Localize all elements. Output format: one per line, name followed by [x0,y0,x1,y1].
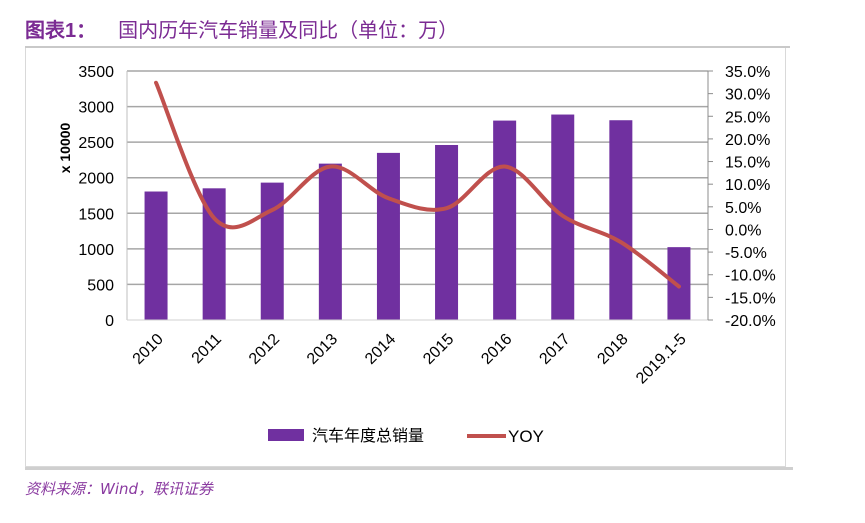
legend: 汽车年度总销量 YOY [268,426,544,446]
footer-divider [25,467,793,470]
x-tick-label: 2012 [246,331,283,368]
x-tick-label: 2013 [304,331,341,368]
y-tick-label: 3000 [78,100,114,117]
x-tick-label: 2014 [362,331,399,368]
y-tick-label: 500 [87,277,114,294]
y2-tick-label: 5.0% [725,200,761,217]
left-axis-tick-labels: 0 500 1000 1500 2000 2500 3000 3500 [78,64,114,330]
x-tick-label: 2011 [189,331,225,367]
y-tick-label: 1000 [78,242,114,259]
y2-tick-label: 20.0% [725,132,770,149]
y2-tick-label: 35.0% [725,64,770,81]
legend-label-bar: 汽车年度总销量 [312,426,424,445]
x-tick-label: 2015 [420,331,457,368]
figure-title: 图表1： 国内历年汽车销量及同比（单位：万） [25,14,458,43]
figure-title-text: 国内历年汽车销量及同比（单位：万） [118,18,459,42]
chart-frame [25,48,786,467]
y2-tick-label: 30.0% [725,87,770,104]
y2-tick-label: 15.0% [725,155,770,172]
x-tick-label: 2010 [130,331,167,368]
bar-2012 [260,182,284,320]
y2-tick-label: -10.0% [725,268,776,285]
y-tick-label: 2000 [78,171,114,188]
y-tick-label: 1500 [78,206,114,223]
bar-series [144,114,691,320]
x-axis-tick-labels: 2010 2011 2012 2013 2014 2015 2016 2017 2018 2019… [130,331,690,388]
y2-tick-label: 25.0% [725,109,770,126]
bar-2010 [144,191,168,320]
y-tick-label: 0 [105,313,114,330]
source-note: 资料来源：Wind，联讯证券 [25,480,214,498]
bar-2014 [376,152,400,320]
y2-tick-label: -5.0% [725,245,767,262]
right-axis-tick-labels: -20.0% -15.0% -10.0% -5.0% 0.0% 5.0% 10.0% 15.0… [725,64,776,330]
legend-swatch-bar [268,429,304,441]
x-tick-label: 2017 [536,331,573,368]
y2-tick-label: -20.0% [725,313,776,330]
x-tick-label: 2018 [594,331,631,368]
bar-2015 [435,144,459,320]
bar-2019.1-5 [667,247,691,320]
y-tick-label: 3500 [78,64,114,81]
bar-2016 [493,120,517,320]
bar-2013 [318,163,342,320]
axes [126,70,713,321]
x-tick-label: 2019.1-5 [633,331,690,388]
y-axis-label: x 10000 [57,122,73,173]
y-tick-label: 2500 [78,135,114,152]
y2-tick-label: 10.0% [725,177,770,194]
yoy-line [154,80,681,289]
x-tick-label: 2016 [478,331,515,368]
y2-tick-label: 0.0% [725,222,761,239]
legend-label-line: YOY [508,427,544,446]
title-divider [25,46,790,48]
figure-label: 图表1： [25,20,97,42]
y2-tick-label: -15.0% [725,290,776,307]
bar-2018 [609,120,633,320]
